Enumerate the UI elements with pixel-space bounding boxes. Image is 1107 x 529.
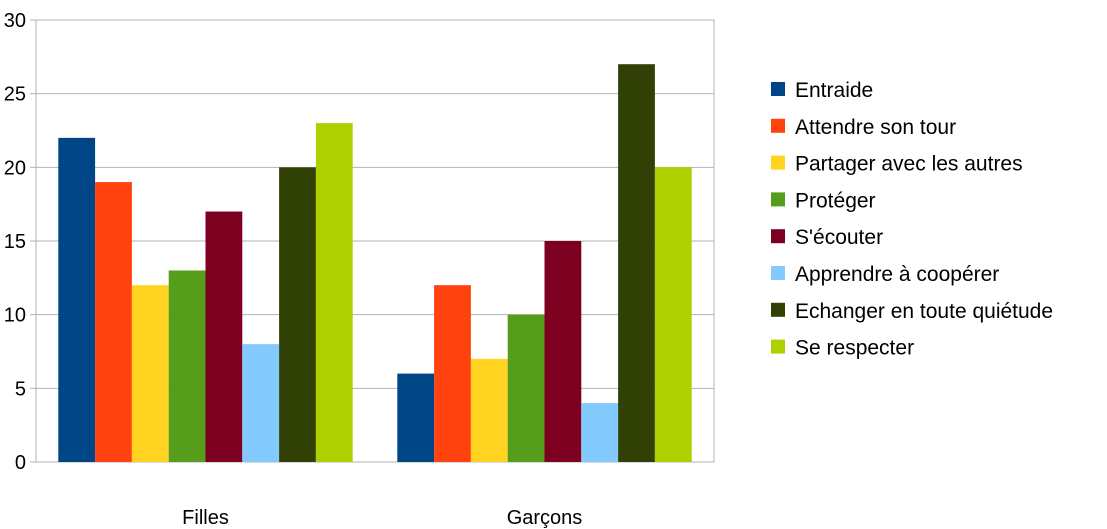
y-axis-ticks: 0 5 10 15 20 25 30 bbox=[4, 10, 26, 474]
x-category-label: Filles bbox=[182, 507, 229, 529]
legend-swatch bbox=[771, 302, 785, 317]
bar-0-7 bbox=[315, 123, 353, 462]
bar-1-4 bbox=[544, 241, 582, 462]
bar-0-0 bbox=[58, 137, 96, 462]
legend: Entraide Attendre son tour Partager avec l… bbox=[771, 79, 1053, 360]
bar-0-6 bbox=[279, 167, 316, 463]
legend-swatch bbox=[771, 118, 785, 133]
bar-0-4 bbox=[205, 211, 243, 462]
legend-label: Attendre son tour bbox=[795, 116, 956, 139]
legend-swatch bbox=[771, 155, 785, 170]
bar-0-2 bbox=[131, 285, 169, 462]
y-tick-label: 0 bbox=[15, 452, 26, 474]
x-category-label: Garçons bbox=[507, 507, 583, 529]
y-tick-label: 5 bbox=[15, 378, 26, 400]
bar-1-5 bbox=[581, 403, 619, 462]
legend-label: Protéger bbox=[795, 189, 876, 212]
bar-1-6 bbox=[618, 64, 655, 462]
x-axis-categories: Filles Garçons bbox=[182, 507, 582, 529]
legend-swatch bbox=[771, 339, 785, 354]
bar-1-3 bbox=[507, 314, 545, 462]
legend-label: Se respecter bbox=[795, 337, 914, 360]
bar-0-5 bbox=[242, 344, 280, 462]
y-tick-label: 30 bbox=[4, 10, 26, 32]
legend-label: Echanger en toute quiétude bbox=[795, 300, 1053, 323]
legend-label: Entraide bbox=[795, 79, 873, 102]
legend-swatch bbox=[771, 192, 785, 207]
y-tick-label: 25 bbox=[4, 84, 26, 106]
bar-1-1 bbox=[434, 285, 471, 462]
bar-1-7 bbox=[654, 167, 692, 463]
y-tick-label: 20 bbox=[4, 157, 26, 179]
plot-area bbox=[35, 19, 715, 463]
y-tick-label: 10 bbox=[4, 305, 26, 327]
legend-label: Partager avec les autres bbox=[795, 153, 1023, 176]
legend-swatch bbox=[771, 82, 785, 96]
y-tick-label: 15 bbox=[4, 231, 26, 253]
bar-1-0 bbox=[397, 373, 435, 462]
legend-label: S'écouter bbox=[795, 226, 883, 249]
bar-0-1 bbox=[95, 182, 132, 463]
bars bbox=[58, 64, 692, 463]
bar-0-3 bbox=[168, 270, 206, 462]
legend-label: Apprendre à coopérer bbox=[795, 263, 999, 286]
bar-1-2 bbox=[470, 358, 508, 462]
legend-swatch bbox=[771, 229, 785, 244]
legend-swatch bbox=[771, 266, 785, 280]
